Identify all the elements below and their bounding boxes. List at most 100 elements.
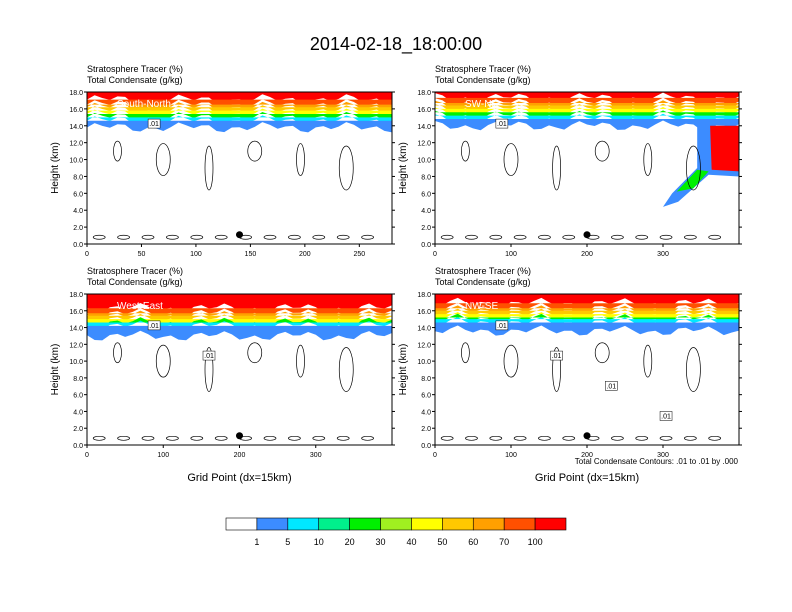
panel-label: South-North [117, 99, 171, 110]
y-tick-label: 18.0 [69, 292, 83, 299]
panel-title-line: Total Condensate (g/kg) [87, 277, 183, 287]
y-tick-label: 14.0 [69, 124, 83, 131]
contour-line [204, 347, 214, 392]
band-100 [87, 294, 392, 313]
x-tick-label: 150 [245, 251, 257, 258]
x-tick-label: 50 [138, 251, 146, 258]
condensate-contours [92, 140, 374, 240]
contour-line [247, 140, 263, 162]
colorbar-label: 100 [528, 537, 543, 547]
x-tick-label: 100 [505, 452, 517, 459]
contour-line [113, 342, 122, 364]
contour-line [155, 344, 171, 378]
y-tick-label: 16.0 [417, 107, 431, 114]
contour-line [461, 342, 470, 364]
condensate-contours [92, 342, 374, 441]
contour-line [465, 435, 478, 441]
contour-line [440, 435, 454, 441]
band-60 [87, 310, 392, 321]
contour-line [361, 234, 374, 240]
band-5 [87, 120, 392, 133]
y-tick-label: 12.0 [69, 141, 83, 148]
contour-line [552, 347, 561, 392]
colorbar-label: 5 [285, 537, 290, 547]
y-tick-label: 14.0 [69, 326, 83, 333]
contour-line [635, 234, 649, 240]
panels-group: Stratosphere Tracer (%) Total Condensate … [50, 64, 742, 484]
contour-line [214, 435, 228, 441]
y-tick-label: 8.0 [73, 174, 83, 181]
contour-line [92, 234, 106, 240]
y-tick-label: 6.0 [73, 393, 83, 400]
contour-line [562, 234, 576, 240]
contour-line [461, 140, 470, 162]
colorbar-label: 30 [376, 537, 386, 547]
colorbar-swatch [349, 517, 381, 531]
y-tick-label: 18.0 [417, 90, 431, 97]
x-tick-label: 100 [190, 251, 202, 258]
contour-line [643, 344, 653, 378]
band-100 [435, 92, 739, 103]
y-tick-label: 4.0 [421, 208, 431, 215]
band-5 [435, 322, 739, 336]
x-tick-label: 200 [299, 251, 311, 258]
x-tick-label: 0 [85, 452, 89, 459]
panel-2: Stratosphere Tracer (%)Total Condensate … [398, 64, 742, 258]
contour-label: .01 [606, 383, 616, 390]
y-tick-label: 12.0 [69, 342, 83, 349]
colorbar-label: 1 [254, 537, 259, 547]
y-axis-label: Height (km) [50, 344, 61, 396]
contour-label-box [550, 350, 563, 361]
band-5 [87, 325, 392, 341]
contour-label: .01 [661, 413, 671, 420]
y-tick-label: 12.0 [417, 141, 431, 148]
panel-4: Stratosphere Tracer (%)Total Condensate … [398, 266, 742, 484]
contour-line [336, 435, 350, 441]
y-tick-label: 2.0 [73, 225, 83, 232]
contour-line [538, 234, 551, 240]
location-marker [236, 231, 243, 239]
contour-line [611, 435, 624, 441]
x-axis-label: Grid Point (dx=15km) [535, 472, 639, 484]
panel-label: SW-NE [465, 99, 498, 110]
contour-line [312, 234, 326, 240]
panel-title-line: Stratosphere Tracer (%) [435, 266, 531, 276]
contour-line [296, 344, 305, 378]
contour-line [513, 234, 527, 240]
band-10 [87, 320, 392, 331]
contour-line [686, 347, 701, 392]
band-50 [435, 103, 739, 114]
contour-label: .01 [552, 353, 562, 360]
band-10 [435, 113, 739, 124]
colorbar-swatch [442, 517, 474, 531]
contour-line [538, 435, 551, 441]
contour-line [594, 140, 610, 162]
y-tick-label: 8.0 [73, 376, 83, 383]
colorbar-swatch [503, 517, 536, 531]
y-tick-label: 4.0 [73, 208, 83, 215]
y-tick-label: 0.0 [421, 242, 431, 249]
y-tick-label: 2.0 [73, 426, 83, 433]
contour-line [440, 234, 454, 240]
y-axis-label: Height (km) [398, 142, 409, 194]
contour-label-box [147, 118, 161, 129]
y-tick-label: 8.0 [421, 376, 431, 383]
contour-line [155, 143, 171, 176]
panel-title-line: Total Condensate (g/kg) [87, 75, 183, 85]
tracer-fill [435, 294, 739, 441]
panel-3: Stratosphere Tracer (%)Total Condensate … [50, 266, 395, 484]
contour-line [708, 435, 722, 441]
x-tick-label: 0 [85, 251, 89, 258]
colorbar-swatch [534, 517, 567, 531]
y-tick-label: 14.0 [417, 326, 431, 333]
colorbar-swatch [318, 517, 350, 531]
contour-line [659, 435, 673, 441]
y-tick-label: 6.0 [73, 191, 83, 198]
contour-line [489, 435, 503, 441]
y-tick-label: 2.0 [421, 225, 431, 232]
contour-label-box [495, 118, 509, 129]
contour-label: .01 [497, 121, 507, 128]
colorbar-swatch [472, 517, 505, 531]
panel-title-line: Total Condensate (g/kg) [435, 75, 531, 85]
